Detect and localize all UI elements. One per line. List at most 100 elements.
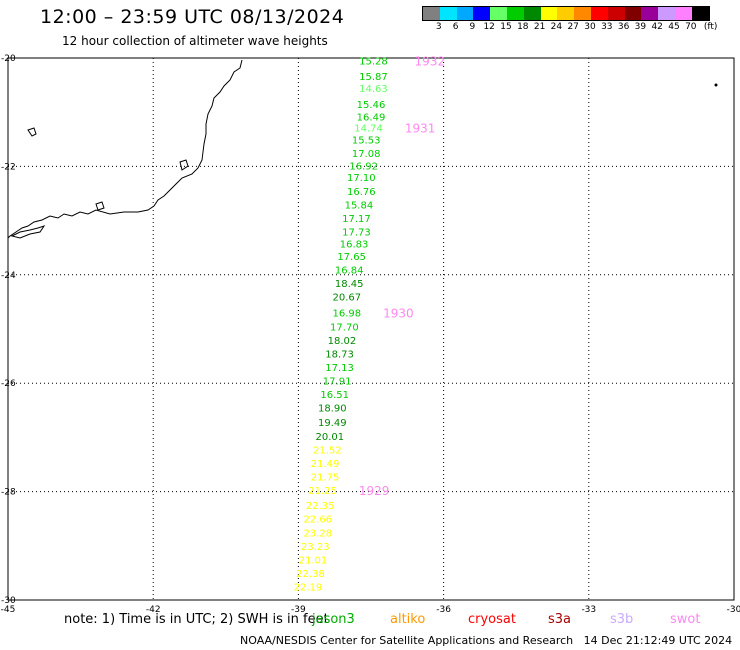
legend-label: 21	[533, 22, 546, 32]
swh-data-label: 17.17	[342, 214, 371, 225]
mission-jason3: jason3	[312, 612, 355, 627]
swh-data-label: 16.76	[347, 187, 376, 198]
time-label: 1932	[415, 55, 446, 69]
swh-data-label: 18.02	[328, 336, 357, 347]
legend-label: 33	[601, 22, 613, 32]
legend-label: 30	[584, 22, 596, 32]
legend-label: 15	[500, 22, 512, 32]
x-tick-label: -36	[436, 605, 451, 615]
island-dot	[714, 83, 718, 87]
mission-altiko: altiko	[390, 612, 426, 627]
y-tick-label: -22	[1, 162, 16, 172]
time-label: 1929	[359, 484, 390, 498]
legend-swatch	[423, 7, 440, 20]
y-tick-label: -20	[1, 54, 16, 64]
legend-swatch	[540, 7, 558, 20]
swh-data-label: 16.83	[340, 239, 369, 250]
swh-data-label: 15.84	[345, 200, 374, 211]
swh-data-label: 16.49	[357, 113, 386, 124]
legend-swatch	[624, 7, 642, 20]
x-tick-label: -30	[727, 605, 740, 615]
legend-label: 3	[435, 22, 442, 32]
legend-swatch	[607, 7, 625, 20]
legend-swatch	[574, 7, 591, 20]
legend-swatch	[590, 7, 608, 20]
island-outline	[179, 159, 189, 171]
legend-swatch	[641, 7, 659, 20]
swh-data-label: 15.28	[359, 57, 388, 68]
y-tick-label: -28	[1, 488, 16, 498]
swh-data-label: 16.51	[320, 390, 349, 401]
swh-data-label: 22.38	[296, 569, 325, 580]
color-legend: 3 6 9 12 15 18 21 24 27 30 33 36 39 42 45 70 (ft)	[422, 6, 717, 35]
swh-data-label: 22.66	[303, 515, 332, 526]
legend-swatch	[691, 7, 709, 20]
legend-labels: 3 6 9 12 15 18 21 24 27 30 33 36 39 42 45 70 (ft)	[422, 21, 717, 35]
legend-swatch	[473, 7, 491, 20]
y-tick-label: -24	[1, 271, 16, 281]
legend-label: 27	[567, 22, 579, 32]
legend-label: 45	[668, 22, 680, 32]
swh-data-label: 23.23	[301, 542, 330, 553]
legend-label: 6	[452, 22, 459, 32]
legend-unit: (ft)	[703, 22, 718, 32]
chart-title: 12:00 – 23:59 UTC 08/13/2024	[40, 6, 345, 28]
legend-label: 9	[469, 22, 476, 32]
coastline-bay	[10, 225, 46, 239]
swh-data-label: 17.91	[323, 376, 352, 387]
credit-text: NOAA/NESDIS Center for Satellite Applica…	[240, 634, 574, 647]
legend-swatch	[439, 7, 457, 20]
x-tick-label: -39	[291, 605, 306, 615]
legend-label: 24	[550, 22, 563, 32]
swh-data-label: 14.74	[354, 123, 383, 134]
legend-swatch	[557, 7, 575, 20]
swh-data-label: 17.10	[347, 173, 376, 184]
swh-data-label: 21.52	[313, 445, 342, 456]
mission-s3a: s3a	[548, 612, 572, 627]
legend-label: 70	[685, 22, 697, 32]
mission-cryosat: cryosat	[468, 612, 516, 627]
legend-label: 42	[651, 22, 663, 32]
plot-frame	[7, 57, 735, 601]
legend-label: 12	[483, 22, 495, 32]
swh-data-label: 21.75	[311, 472, 340, 483]
swh-data-label: 15.46	[357, 100, 386, 111]
swh-data-label: 17.65	[337, 252, 366, 263]
swh-data-label: 18.73	[325, 349, 354, 360]
legend-swatch	[523, 7, 541, 20]
x-tick-label: -42	[146, 605, 161, 615]
chart-subtitle: 12 hour collection of altimeter wave hei…	[62, 34, 328, 48]
legend-swatch	[490, 7, 507, 20]
swh-data-label: 16.98	[332, 309, 361, 320]
y-tick-label: -30	[1, 596, 16, 606]
legend-label: 36	[617, 22, 630, 32]
legend-swatch	[658, 7, 675, 20]
legend-swatches	[422, 6, 710, 21]
legend-swatch	[456, 7, 474, 20]
legend-swatch	[506, 7, 524, 20]
legend-label: 18	[517, 22, 529, 32]
footer-note: note: 1) Time is in UTC; 2) SWH is in fe…	[64, 612, 329, 627]
swh-data-label: 21.49	[311, 459, 340, 470]
island-outline	[27, 127, 37, 137]
legend-swatch	[674, 7, 692, 20]
swh-data-label: 19.49	[318, 418, 347, 429]
footer-credit: NOAA/NESDIS Center for Satellite Applica…	[240, 634, 732, 647]
swh-data-label: 17.13	[325, 363, 354, 374]
swh-data-label: 22.35	[306, 501, 335, 512]
swh-data-label: 17.73	[342, 227, 371, 238]
timestamp-text: 14 Dec 21:12:49 UTC 2024	[583, 634, 733, 647]
mission-s3b: s3b	[610, 612, 634, 627]
swh-data-label: 21.25	[308, 486, 337, 497]
swh-data-label: 20.67	[332, 292, 361, 303]
swh-data-label: 16.84	[335, 265, 364, 276]
swh-data-label: 18.90	[318, 404, 347, 415]
coastline	[7, 59, 243, 239]
swh-data-label: 21.01	[299, 555, 328, 566]
swh-data-label: 16.92	[349, 161, 378, 172]
x-tick-label: -33	[581, 605, 596, 615]
island-outline	[95, 201, 105, 211]
swh-data-label: 17.08	[352, 149, 381, 160]
swh-data-label: 22.19	[294, 582, 323, 593]
swh-data-label: 15.87	[359, 72, 388, 83]
